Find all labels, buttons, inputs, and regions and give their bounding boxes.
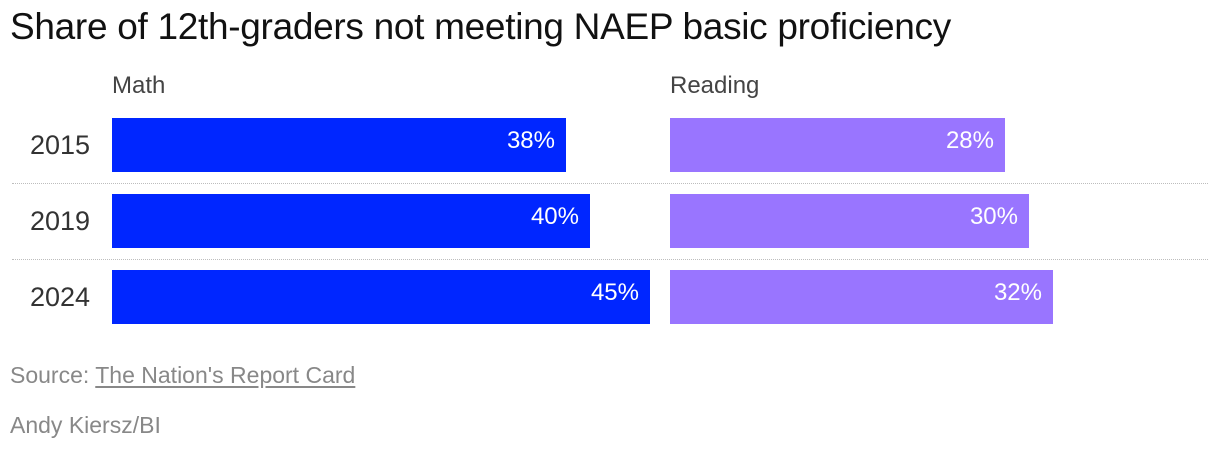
row-separator (12, 183, 1208, 184)
source-link[interactable]: The Nation's Report Card (95, 362, 356, 388)
credit-line: Andy Kiersz/BI (10, 412, 161, 438)
year-label-2024: 2024 (30, 282, 91, 312)
panel-label-reading: Reading (670, 72, 760, 99)
reading-bar-2024: 32% (670, 270, 1053, 324)
math-value-label-2015: 38% (506, 127, 555, 154)
math-bar-2019: 40% (112, 194, 590, 248)
source-prefix: Source: (10, 362, 90, 388)
year-label-2015: 2015 (30, 130, 91, 160)
year-label-2019: 2019 (30, 206, 91, 236)
reading-bar-2019: 30% (670, 194, 1029, 248)
math-value-label-2019: 40% (530, 203, 579, 230)
reading-value-label-2024: 32% (993, 279, 1042, 306)
source-line: Source: The Nation's Report Card (10, 362, 355, 389)
row-separator (12, 259, 1208, 260)
math-value-label-2024: 45% (590, 279, 639, 306)
panel-label-math: Math (112, 72, 166, 99)
math-bar-2015: 38% (112, 118, 566, 172)
reading-bar-2015: 28% (670, 118, 1005, 172)
reading-value-label-2019: 30% (969, 203, 1018, 230)
reading-value-label-2015: 28% (945, 127, 994, 154)
math-bar-2024: 45% (112, 270, 650, 324)
chart-title: Share of 12th-graders not meeting NAEP b… (10, 6, 951, 47)
